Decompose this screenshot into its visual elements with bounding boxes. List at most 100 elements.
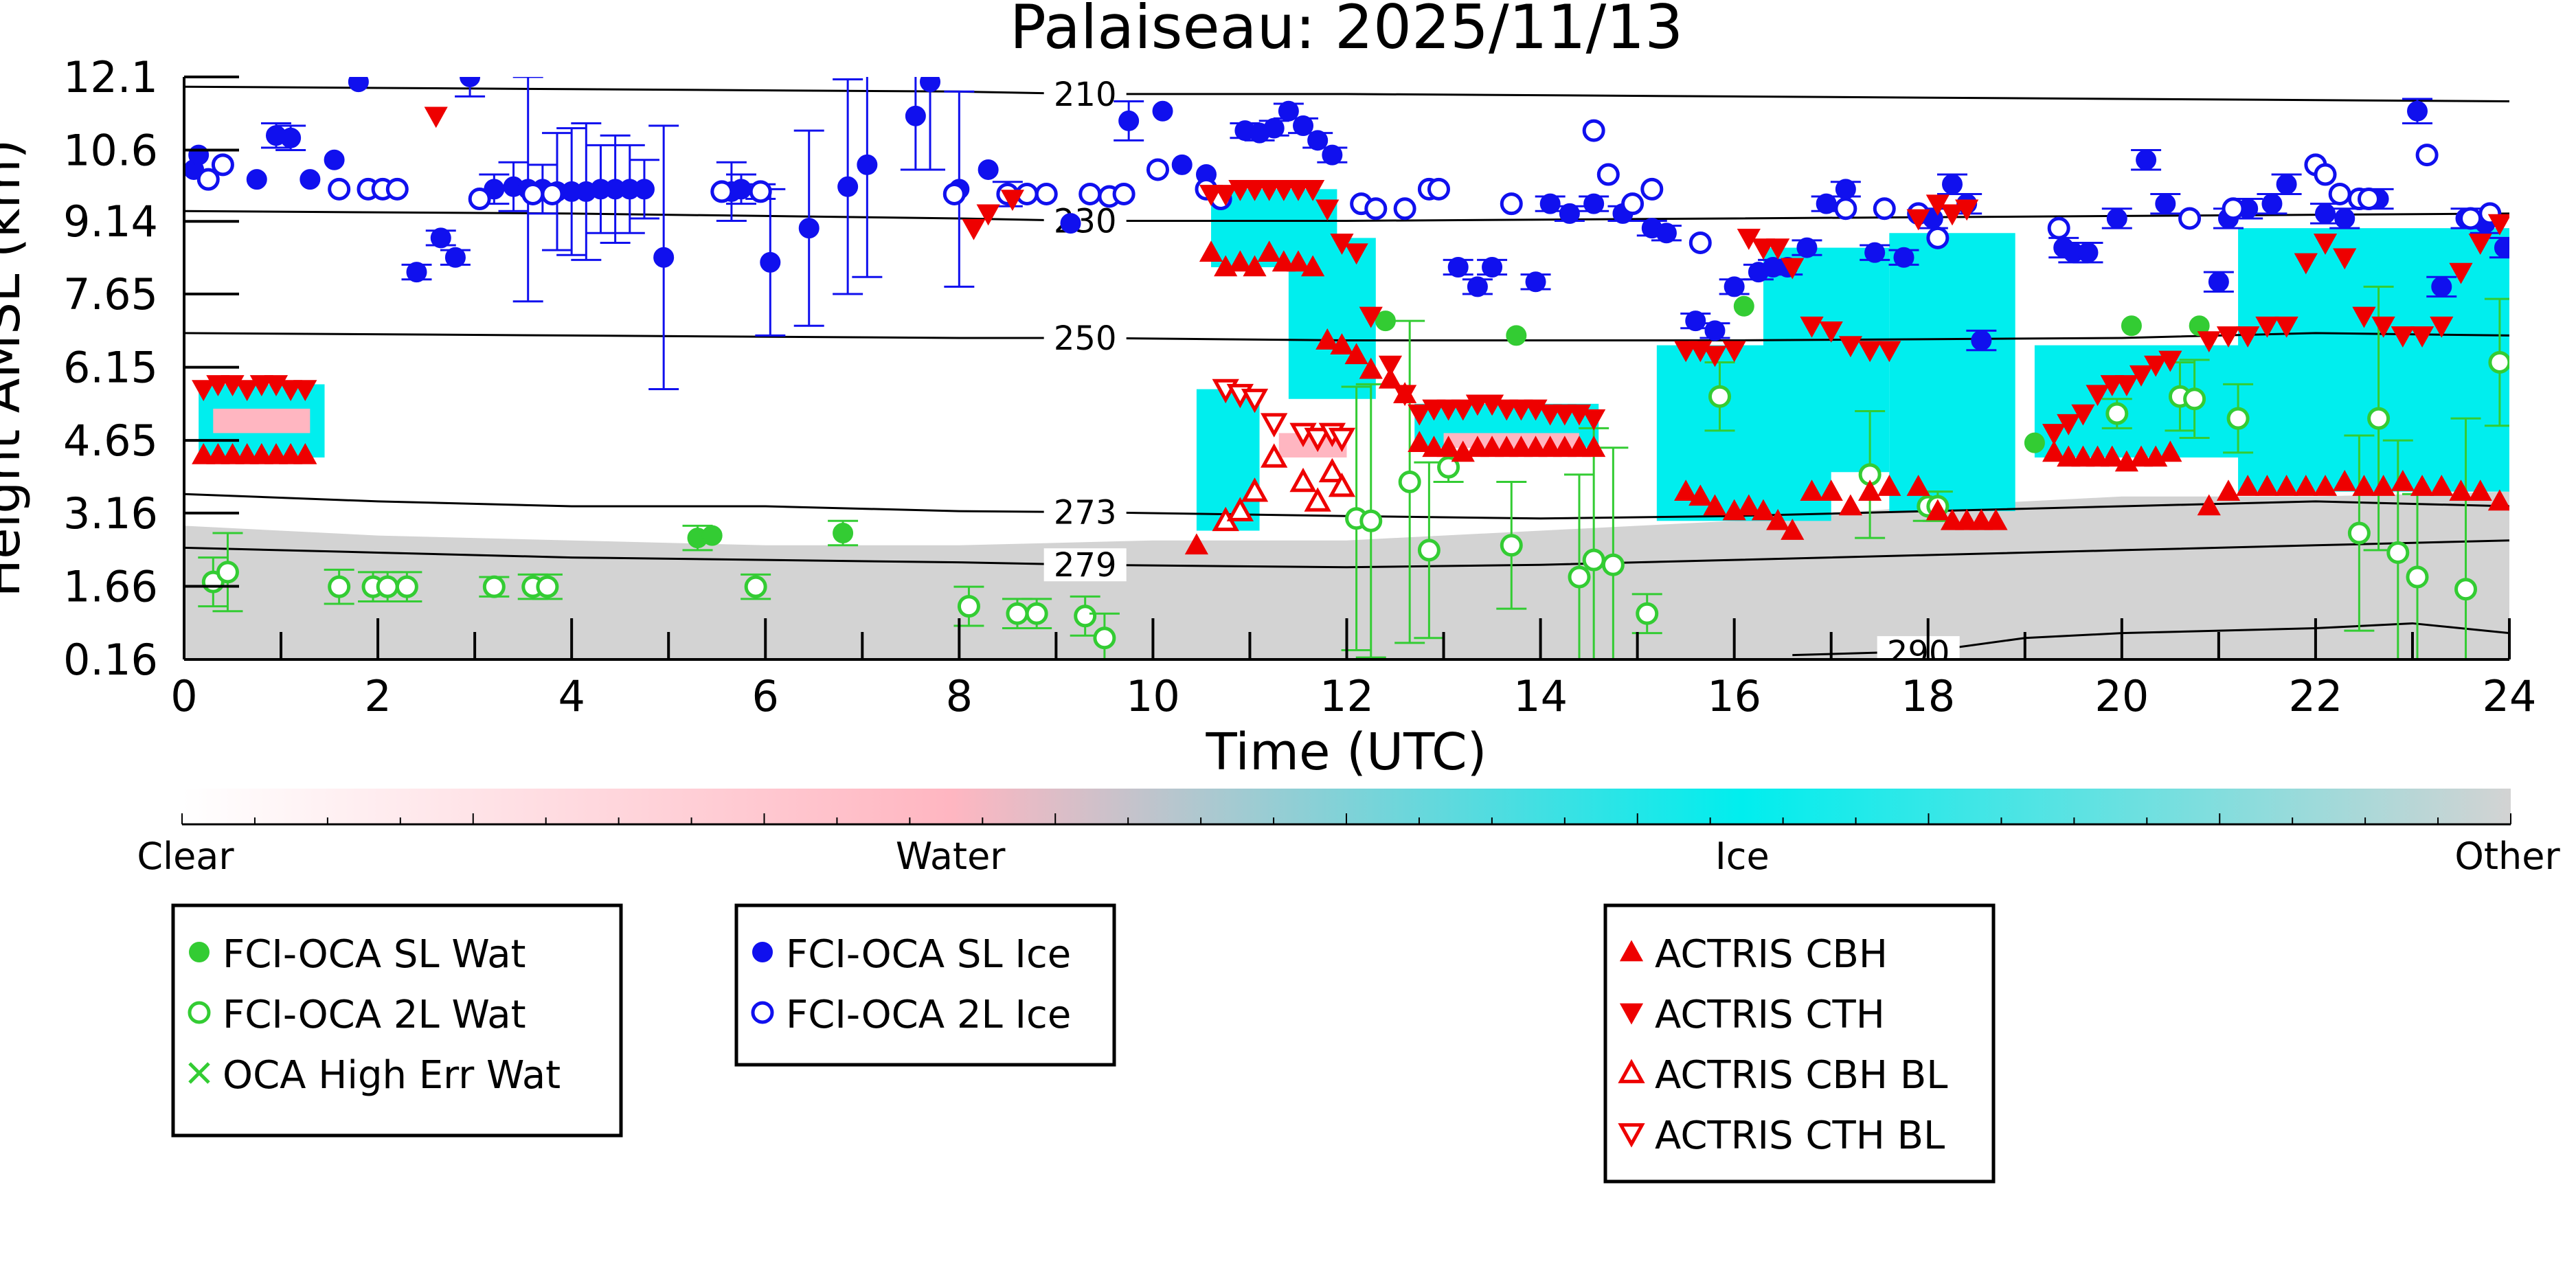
contour-label-279: 279 xyxy=(1054,546,1117,585)
data-point xyxy=(1926,226,1950,249)
x-tick-label: 20 xyxy=(2094,671,2149,721)
data-point xyxy=(710,180,734,203)
data-point xyxy=(1708,385,1732,408)
data-point xyxy=(1436,436,1460,457)
data-point xyxy=(1674,341,1698,363)
data-point xyxy=(1228,250,1252,272)
data-point xyxy=(2216,479,2241,501)
data-point xyxy=(1322,144,1343,166)
data-point xyxy=(2468,234,2492,255)
data-point xyxy=(2178,207,2202,230)
data-point xyxy=(1286,180,1311,201)
data-point xyxy=(1495,436,1519,457)
data-point xyxy=(2024,432,2045,453)
data-point xyxy=(521,182,545,205)
data-point xyxy=(1596,163,1620,186)
data-point xyxy=(1552,436,1577,457)
data-point xyxy=(2430,475,2454,496)
data-point xyxy=(1261,413,1288,438)
data-point xyxy=(2334,207,2355,229)
data-point xyxy=(2313,475,2338,496)
data-point xyxy=(1877,475,1901,496)
data-point xyxy=(1582,409,1606,431)
data-point xyxy=(1465,436,1490,457)
data-point xyxy=(376,575,399,598)
y-tick-label: 12.1 xyxy=(63,52,158,102)
data-point xyxy=(395,575,418,598)
legend-entry: ACTRIS CTH xyxy=(1655,993,1885,1037)
data-point xyxy=(1257,180,1281,201)
data-point xyxy=(1074,605,1097,628)
data-point xyxy=(2274,475,2298,496)
data-point xyxy=(206,442,230,464)
data-point xyxy=(1451,399,1475,421)
data-point xyxy=(2410,326,2434,348)
data-point xyxy=(2315,203,2336,224)
data-point xyxy=(2347,521,2371,545)
data-point xyxy=(2487,214,2509,236)
data-point xyxy=(1465,394,1490,416)
legend-entry: ACTRIS CBH BL xyxy=(1655,1053,1947,1098)
data-point xyxy=(920,77,941,93)
data-point xyxy=(2261,193,2283,214)
data-point xyxy=(1796,237,1818,258)
data-point xyxy=(249,442,273,464)
data-point xyxy=(1408,404,1432,426)
data-point xyxy=(1539,193,1561,214)
data-point xyxy=(2410,475,2434,496)
data-point xyxy=(749,180,772,203)
data-point xyxy=(1378,355,1403,377)
x-tick-label: 2 xyxy=(364,671,391,721)
x-tick-label: 4 xyxy=(558,671,585,721)
data-point xyxy=(942,182,966,205)
y-tick-labels: 0.16 1.66 3.16 4.65 6.15 7.65 9.14 10.6 12.1 xyxy=(63,52,158,685)
legend-entry: ACTRIS CTH BL xyxy=(1655,1114,1945,1158)
data-point xyxy=(1858,341,1882,363)
data-point xyxy=(2197,494,2221,516)
data-point xyxy=(2183,387,2206,411)
data-point xyxy=(1559,203,1580,224)
data-point xyxy=(701,525,723,546)
data-point xyxy=(1226,497,1254,521)
data-point xyxy=(1525,271,1546,293)
data-point xyxy=(1925,499,1950,521)
data-point xyxy=(2057,414,2081,436)
data-point xyxy=(1301,255,1325,277)
legend-frame xyxy=(734,903,1116,1067)
data-point xyxy=(1328,427,1356,453)
data-point xyxy=(1781,519,1805,540)
data-point xyxy=(249,375,273,396)
legend-marker xyxy=(188,1062,210,1084)
data-point xyxy=(2357,188,2380,211)
data-point xyxy=(653,247,675,268)
data-point xyxy=(1800,479,1824,501)
data-point xyxy=(2071,445,2095,467)
data-point xyxy=(2449,262,2473,284)
data-point xyxy=(1835,179,1856,200)
data-point xyxy=(2352,475,2376,496)
data-point xyxy=(976,204,1000,226)
x-tick-label: 10 xyxy=(1126,671,1180,721)
data-point xyxy=(1524,436,1548,457)
legend-entry: ACTRIS CBH xyxy=(1655,932,1888,977)
data-point xyxy=(2468,479,2492,501)
data-point xyxy=(1263,117,1285,139)
data-point xyxy=(1582,119,1605,142)
legend-frame xyxy=(171,903,623,1138)
data-point xyxy=(2333,248,2357,270)
data-point xyxy=(1538,404,1562,426)
data-point xyxy=(2488,350,2509,374)
data-point xyxy=(2430,316,2454,338)
series-actris-cth-bl xyxy=(1212,379,1356,453)
chart-title: Palaiseau: 2025/11/13 xyxy=(1010,0,1683,63)
x-tick-label: 0 xyxy=(170,671,197,721)
data-point xyxy=(1328,473,1356,497)
data-point xyxy=(1800,316,1824,338)
data-point xyxy=(1722,341,1746,363)
data-point xyxy=(2121,315,2142,337)
data-point xyxy=(1751,238,1776,260)
series-actris-cth xyxy=(192,106,2509,445)
data-point xyxy=(2487,489,2509,511)
data-point xyxy=(1467,276,1488,297)
colorbar-label: Water xyxy=(896,835,1006,878)
